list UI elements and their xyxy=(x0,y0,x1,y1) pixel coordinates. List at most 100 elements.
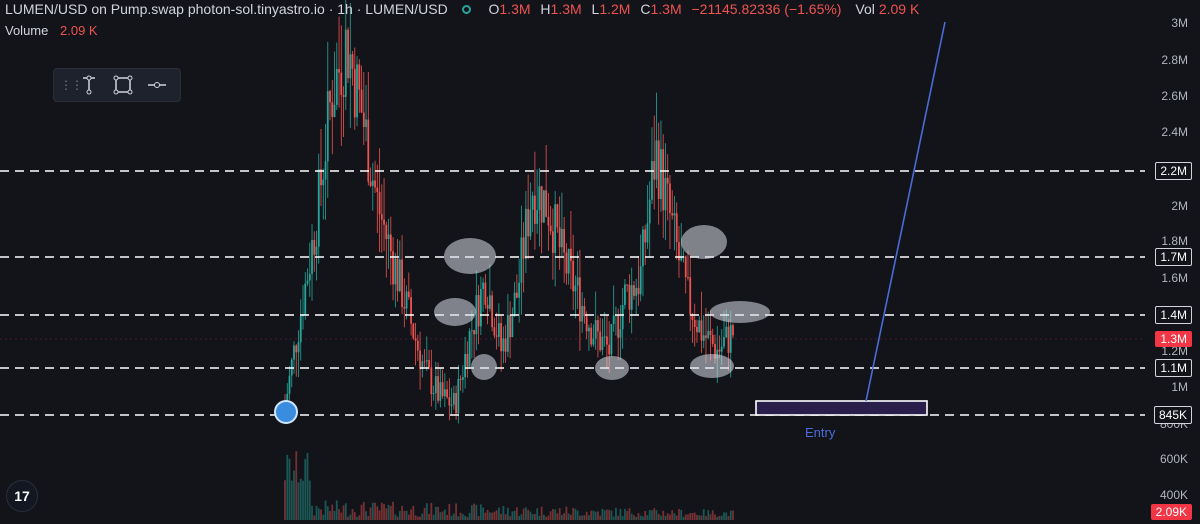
candle-body xyxy=(295,345,298,353)
entry-zone-rect xyxy=(755,400,928,416)
candle-body xyxy=(504,338,507,352)
volume-bar xyxy=(331,504,334,520)
volume-bar xyxy=(707,510,710,520)
volume-bar xyxy=(356,516,358,520)
volume-bar xyxy=(477,516,480,520)
volume-bar xyxy=(551,508,554,520)
entry-annotation[interactable]: Entry xyxy=(805,425,836,440)
volume-bar xyxy=(542,514,545,520)
candle-body xyxy=(448,397,451,406)
candle-body xyxy=(561,229,563,248)
candle-body xyxy=(299,316,302,343)
volume-bar xyxy=(684,514,687,520)
volume-bar xyxy=(608,509,611,520)
highlight-blob xyxy=(434,298,476,326)
candle-body xyxy=(644,229,647,243)
volume-bar xyxy=(475,504,478,520)
volume-bar xyxy=(302,480,304,520)
candle-body xyxy=(324,161,327,180)
candle-body xyxy=(581,306,584,322)
candle-body xyxy=(378,192,381,215)
candle-body xyxy=(419,350,421,370)
volume-bar xyxy=(653,508,656,520)
level-label-1.7m[interactable]: 1.7M xyxy=(1155,248,1192,266)
volume-bar xyxy=(664,515,667,520)
candle-body xyxy=(707,330,710,338)
candle-body xyxy=(446,389,448,398)
volume-bar xyxy=(561,515,563,520)
volume-legend-label[interactable]: Volume xyxy=(5,23,49,38)
symbol-title[interactable]: LUMEN/USD on Pump.swap photon-sol.tinyas… xyxy=(5,1,448,17)
candle-body xyxy=(389,234,392,252)
level-label-1.4m[interactable]: 1.4M xyxy=(1155,306,1192,324)
volume-bar xyxy=(601,508,604,520)
volume-bar xyxy=(727,516,730,520)
market-status-icon xyxy=(461,5,471,14)
volume-bar xyxy=(374,502,376,520)
volume-bar xyxy=(315,505,318,520)
volume-bar xyxy=(486,510,489,520)
volume-bar xyxy=(430,503,433,520)
volume-bar xyxy=(360,504,363,520)
candle-body xyxy=(466,353,469,367)
volume-bar xyxy=(581,515,584,520)
volume-bar xyxy=(410,509,412,520)
candle-body xyxy=(716,349,719,359)
rectangle-icon[interactable] xyxy=(108,70,138,100)
volume-header-value: 2.09 K xyxy=(878,1,920,17)
vertical-measure-icon[interactable] xyxy=(74,70,104,100)
candle-body xyxy=(732,325,734,336)
candlestick-series xyxy=(284,0,734,424)
candle-body xyxy=(576,277,579,286)
volume-bar xyxy=(392,501,394,520)
candle-body xyxy=(515,292,518,298)
drawing-toolbar: ⋮⋮ xyxy=(53,68,181,102)
volume-bar xyxy=(642,516,644,520)
volume-bar xyxy=(385,508,388,520)
volume-bar xyxy=(513,510,516,520)
candle-body xyxy=(439,382,442,401)
candle-body xyxy=(696,326,698,333)
drag-handle-icon[interactable]: ⋮⋮ xyxy=(60,78,83,92)
volume-bar xyxy=(441,511,444,520)
tradingview-logo-icon[interactable]: 17 xyxy=(6,480,38,512)
volume-bar xyxy=(511,511,514,520)
volume-bar xyxy=(344,503,347,520)
volume-bar xyxy=(547,515,550,520)
candle-body xyxy=(639,266,642,295)
volume-bar xyxy=(576,510,579,520)
level-label-845k[interactable]: 845K xyxy=(1153,406,1192,424)
volume-bar xyxy=(527,509,530,520)
volume-bar xyxy=(540,506,543,520)
candle-body xyxy=(380,214,383,220)
candle-body xyxy=(455,393,457,414)
horizontal-ray-icon[interactable] xyxy=(142,70,172,100)
volume-bar xyxy=(585,511,588,520)
candle-body xyxy=(725,326,728,338)
volume-bar xyxy=(306,452,309,520)
volume-bar xyxy=(452,513,455,520)
candle-body xyxy=(351,54,354,69)
volume-bar xyxy=(603,510,606,520)
candle-body xyxy=(588,327,590,332)
volume-bar xyxy=(407,514,410,520)
candle-body xyxy=(493,327,496,336)
volume-bar xyxy=(545,516,548,520)
candle-body xyxy=(407,291,410,298)
candle-body xyxy=(628,284,631,310)
volume-bar xyxy=(682,516,685,520)
volume-bar xyxy=(362,502,365,520)
volume-bar xyxy=(570,514,572,520)
level-label-1.1m[interactable]: 1.1M xyxy=(1155,359,1192,377)
candle-body xyxy=(365,119,367,128)
volume-bar xyxy=(680,509,683,520)
volume-bar xyxy=(290,480,293,520)
level-label-2.2m[interactable]: 2.2M xyxy=(1155,162,1192,180)
volume-bar xyxy=(705,516,707,520)
volume-bar xyxy=(732,510,734,520)
volume-bar xyxy=(405,510,408,520)
candle-body xyxy=(606,336,608,345)
candle-body xyxy=(506,315,509,352)
y-axis-tick: 1.2M xyxy=(1161,344,1188,358)
